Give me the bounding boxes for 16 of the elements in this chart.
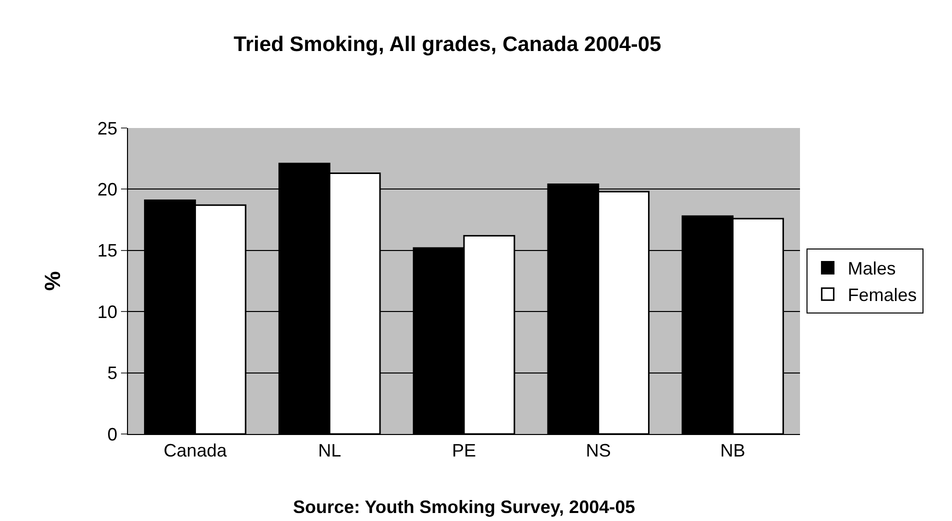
x-tick-label: Canada	[164, 440, 228, 461]
y-tick-label: 0	[107, 424, 118, 444]
legend-label: Females	[848, 285, 917, 306]
x-tick-label: NL	[318, 440, 342, 461]
x-tick-label: PE	[452, 440, 476, 461]
y-tick-label: 20	[97, 180, 118, 200]
x-tick-label: NB	[720, 440, 746, 461]
x-tick-label: NS	[586, 440, 611, 461]
chart-title: Tried Smoking, All grades, Canada 2004-05	[234, 33, 662, 56]
y-tick-label: 5	[107, 363, 118, 384]
source-note: Source: Youth Smoking Survey, 2004-05	[293, 497, 636, 517]
y-tick-label: 10	[97, 302, 118, 322]
legend-label: Males	[848, 258, 896, 279]
y-axis-title: %	[40, 271, 66, 291]
y-tick-label: 25	[97, 118, 118, 138]
y-tick-label: 15	[97, 240, 118, 261]
